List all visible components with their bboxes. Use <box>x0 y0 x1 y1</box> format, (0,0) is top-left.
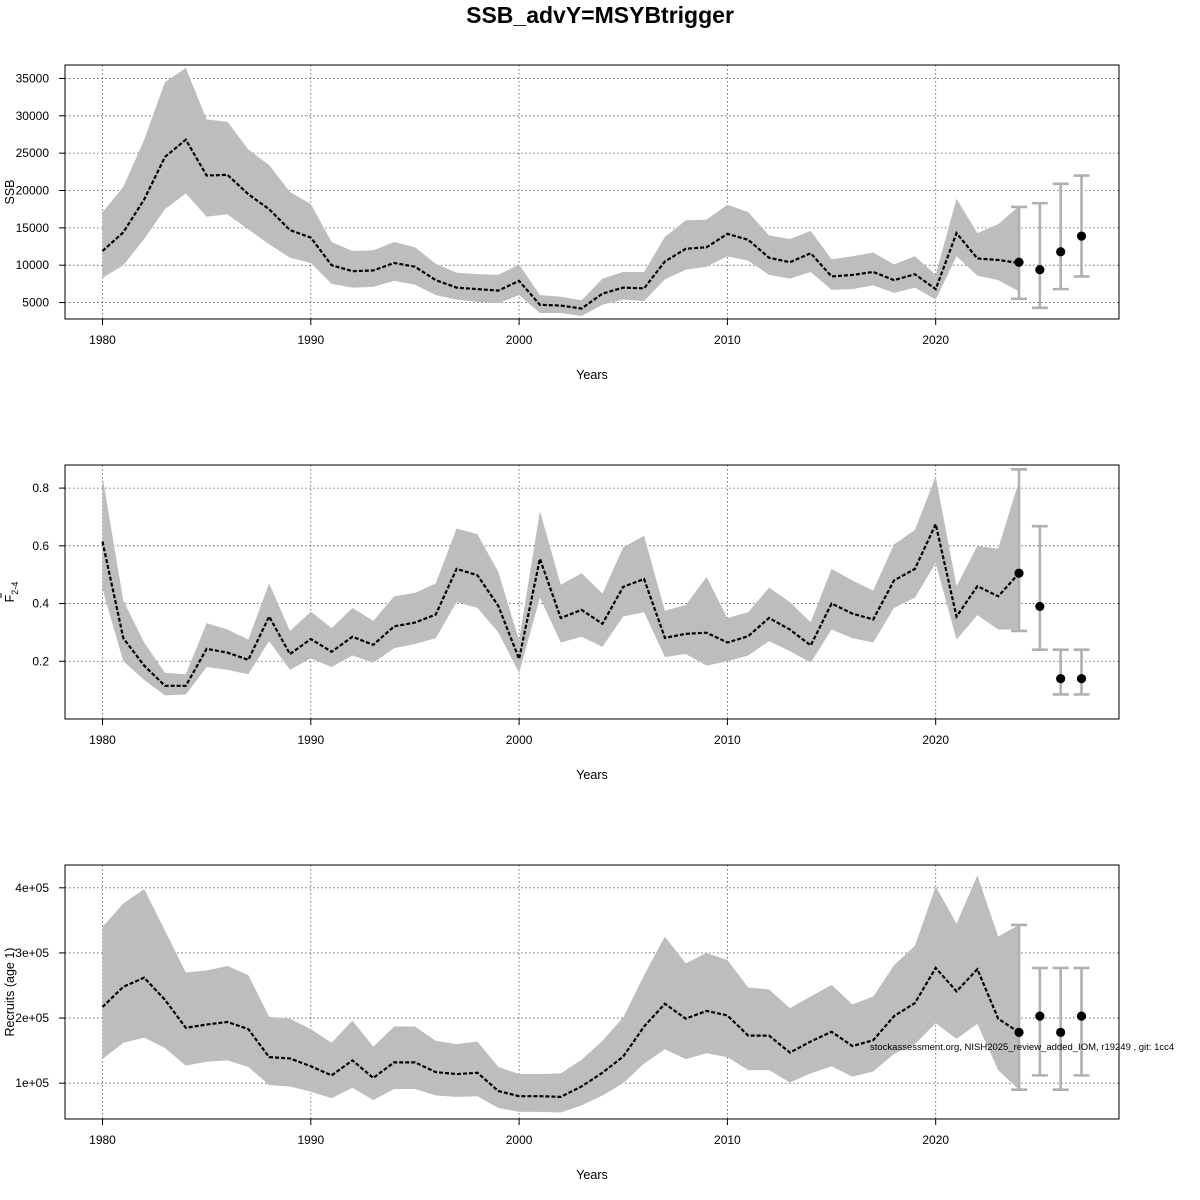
panel-1-xtick-label: 2010 <box>714 333 741 347</box>
panel-1-frame <box>64 64 1120 320</box>
panel-3-ylabel: Recruits (age 1) <box>3 948 17 1037</box>
panel-1-ylabel: SSB <box>3 179 17 204</box>
panel-2-xtick-label: 2020 <box>922 733 949 747</box>
panel-1-forecast-point <box>1056 247 1066 257</box>
panel-2-ytick-label: 0.2 <box>32 654 49 668</box>
panel-2-ylabel: F2-4 <box>3 582 20 603</box>
panel-3-ytick-label: 2e+05 <box>15 1011 49 1025</box>
panel-2-ytick-label: 0.6 <box>32 539 49 553</box>
panel-3-forecast-point <box>1035 1011 1045 1021</box>
panel-2-forecast-point <box>1014 568 1024 578</box>
panel-2-forecast-point <box>1076 673 1087 684</box>
panel-3-frame <box>64 864 1120 1120</box>
panel-1-xtick-label: 2000 <box>506 333 533 347</box>
panel-1-ytick-label: 35000 <box>16 71 50 85</box>
panel-1-ytick-label: 5000 <box>22 296 49 310</box>
panel-2-xtick-label: 2010 <box>714 733 741 747</box>
ssb-panel: 1980 1990 2000 2010 2020 5000 10000 15000 20000 2… <box>3 64 1120 382</box>
panel-2-frame <box>64 464 1120 720</box>
panel-3-ytick-label: 4e+05 <box>15 881 49 895</box>
panel-2-ytick-label: 0.8 <box>32 481 49 495</box>
panel-1-ytick-label: 10000 <box>16 258 50 272</box>
panel-3-xtick-label: 2020 <box>922 1133 949 1147</box>
panel-1-ytick-label: 25000 <box>16 146 50 160</box>
panel-2-xtick-label: 1980 <box>89 733 116 747</box>
panel-2-xtick-label: 2000 <box>506 733 533 747</box>
panel-2-ytick-label: 0.4 <box>32 597 49 611</box>
panel-3-forecast-point <box>1014 1027 1024 1037</box>
panel-1-forecast-point <box>1035 265 1045 275</box>
panel-1-xlabel: Years <box>576 368 608 382</box>
panel-3-forecast-point <box>1076 1011 1087 1021</box>
panel-2-forecast-point <box>1035 601 1045 612</box>
recruits-panel: 1980 1990 2000 2010 2020 1e+05 2e+05 3e+05 4e+05… <box>3 864 1120 1182</box>
chart-title: SSB_advY=MSYBtrigger <box>466 2 734 28</box>
panel-3-xtick-label: 1980 <box>89 1133 116 1147</box>
footnote: stockassessment.org, NISH2025_review_add… <box>870 1042 1174 1053</box>
panel-3-ytick-label: 3e+05 <box>15 946 49 960</box>
panel-1-ytick-label: 30000 <box>16 109 50 123</box>
panel-1-confidence-band <box>102 67 1020 317</box>
panel-3-ytick-label: 1e+05 <box>15 1076 49 1090</box>
panel-1-xtick-label: 1990 <box>297 333 324 347</box>
panel-1-forecast-point <box>1076 231 1087 241</box>
panel-3-forecast-point <box>1056 1027 1066 1037</box>
panel-2-ylabel-subscript: 2-4 <box>10 582 20 595</box>
panel-1-ytick-label: 15000 <box>16 221 50 235</box>
fishing-mortality-panel: 1980 1990 2000 2010 2020 0.2 0.4 0.6 0.8 Years F2-… <box>0 464 1120 782</box>
panel-3-confidence-band <box>102 875 1020 1113</box>
panel-2-forecast-point <box>1056 673 1066 684</box>
panel-1-xtick-label: 2020 <box>922 333 949 347</box>
panel-3-xtick-label: 2010 <box>714 1133 741 1147</box>
panel-1-ytick-label: 20000 <box>16 184 50 198</box>
panel-3-xtick-label: 2000 <box>506 1133 533 1147</box>
panel-1-estimate-line <box>101 138 1020 310</box>
panel-2-xtick-label: 1990 <box>297 733 324 747</box>
panel-2-xlabel: Years <box>576 768 608 782</box>
panel-3-xlabel: Years <box>576 1168 608 1182</box>
panel-1-forecast-point <box>1014 257 1024 267</box>
panel-3-estimate-line <box>101 966 1020 1098</box>
panel-2-confidence-band <box>102 476 1020 696</box>
panel-1-xtick-label: 1980 <box>89 333 116 347</box>
panel-3-xtick-label: 1990 <box>297 1133 324 1147</box>
panel-2-estimate-line <box>101 520 1020 687</box>
